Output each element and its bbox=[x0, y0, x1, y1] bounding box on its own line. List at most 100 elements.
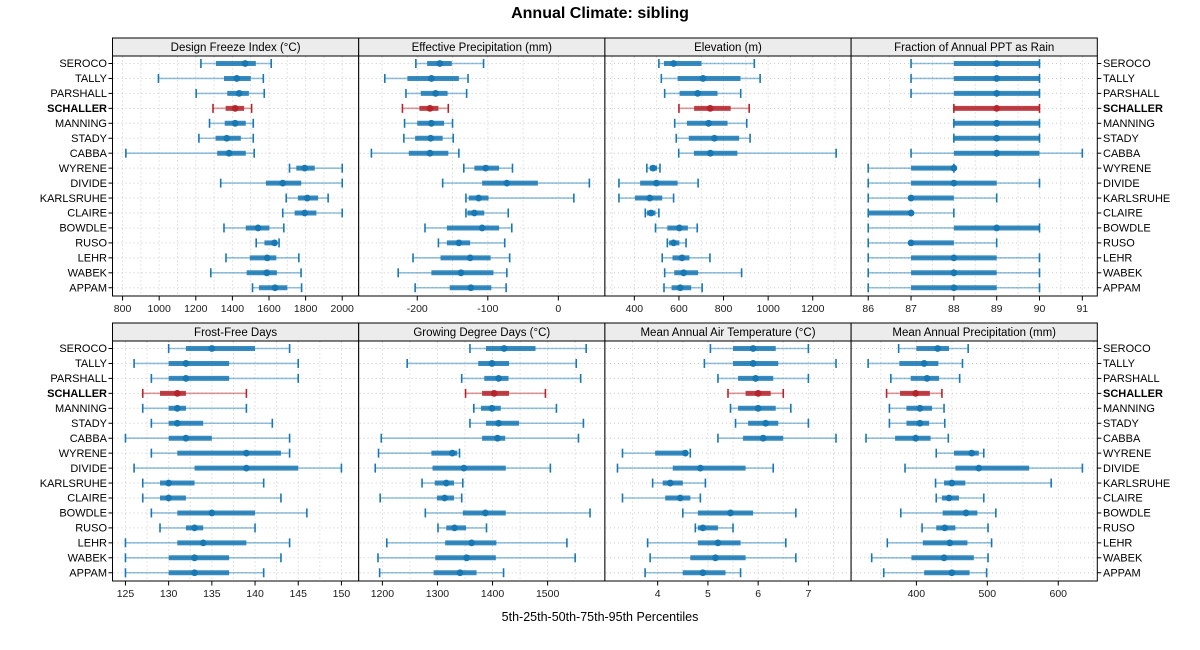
percentile-bar-schaller bbox=[678, 103, 750, 113]
percentile-bar-parshall bbox=[663, 88, 742, 98]
median-dot bbox=[457, 269, 465, 277]
median-dot bbox=[303, 194, 311, 202]
percentile-bar-appam bbox=[663, 283, 703, 293]
percentile-bar-tally bbox=[660, 73, 761, 83]
panel-title: Design Freeze Index (°C) bbox=[171, 42, 301, 54]
station-label-right-schaller: SCHALLER bbox=[1103, 103, 1163, 115]
percentile-bar-parshall bbox=[195, 88, 266, 98]
median-dot bbox=[946, 539, 954, 547]
percentile-bar-seroco bbox=[709, 344, 810, 353]
percentile-bar-manning bbox=[403, 118, 454, 128]
percentile-bar-karlsruhe bbox=[934, 478, 1052, 488]
median-dot bbox=[495, 419, 502, 427]
median-dot bbox=[448, 449, 456, 457]
station-label-left-manning: MANNING bbox=[55, 403, 107, 415]
percentile-bar-ruso bbox=[694, 523, 734, 533]
station-label-right-stady: STADY bbox=[1103, 418, 1140, 430]
median-dot bbox=[463, 554, 471, 562]
percentile-bar-manning bbox=[208, 118, 255, 128]
x-tick-label: 500 bbox=[979, 588, 997, 600]
station-label-right-cabba: CABBA bbox=[1103, 433, 1141, 445]
median-dot bbox=[950, 269, 958, 277]
median-dot bbox=[962, 509, 970, 517]
median-dot bbox=[968, 449, 976, 457]
x-tick-label: 135 bbox=[203, 588, 221, 600]
median-dot bbox=[912, 434, 920, 442]
station-label-left-stady: STADY bbox=[71, 418, 108, 430]
percentile-bar-wabek bbox=[124, 553, 282, 563]
percentile-bar-schaller bbox=[401, 103, 450, 113]
median-dot bbox=[749, 345, 757, 352]
percentile-bar-wyrene bbox=[935, 448, 985, 458]
median-dot bbox=[165, 494, 173, 502]
percentile-bar-ruso bbox=[255, 238, 280, 248]
percentile-bar-seroco bbox=[897, 344, 969, 353]
chart-title: Annual Climate: sibling bbox=[511, 5, 689, 22]
median-dot bbox=[427, 134, 435, 142]
median-dot bbox=[950, 284, 958, 292]
station-label-left-tally: TALLY bbox=[75, 73, 108, 85]
median-dot bbox=[699, 75, 707, 82]
percentile-bar-tally bbox=[133, 358, 300, 368]
panel-title: Frost-Free Days bbox=[194, 327, 277, 339]
median-dot bbox=[182, 434, 190, 442]
median-dot bbox=[494, 434, 501, 442]
percentile-bar-karlsruhe bbox=[867, 193, 998, 203]
station-label-left-bowdle: BOWDLE bbox=[59, 223, 107, 235]
station-label-right-seroco: SEROCO bbox=[1103, 343, 1151, 355]
percentile-bar-karlsruhe bbox=[285, 193, 329, 203]
median-dot bbox=[301, 209, 309, 217]
x-tick-label: 2000 bbox=[331, 303, 355, 315]
percentile-bar-divide bbox=[867, 178, 1041, 188]
median-dot bbox=[442, 479, 450, 487]
median-dot bbox=[749, 360, 757, 367]
median-dot bbox=[173, 419, 181, 427]
station-label-right-parshall: PARSHALL bbox=[1103, 88, 1160, 100]
median-dot bbox=[470, 209, 478, 217]
percentile-bar-bowdle bbox=[681, 508, 797, 518]
percentile-bar-cabba bbox=[677, 148, 837, 158]
median-dot bbox=[676, 494, 684, 502]
percentile-bar-divide bbox=[133, 463, 343, 473]
x-tick-label: 400 bbox=[626, 303, 644, 315]
station-label-left-tally: TALLY bbox=[75, 358, 108, 370]
median-dot bbox=[681, 449, 689, 457]
percentile-bar-stady bbox=[469, 418, 585, 428]
panel-fraction-of-annual-ppt-as-rain: Fraction of Annual PPT as Rain 86 87 88 89 90… bbox=[850, 37, 1102, 315]
station-label-left-stady: STADY bbox=[71, 133, 108, 145]
median-dot bbox=[427, 75, 435, 82]
median-dot bbox=[948, 569, 956, 577]
percentile-bar-parshall bbox=[910, 88, 1041, 98]
percentile-bar-appam bbox=[251, 283, 303, 293]
percentile-bar-seroco bbox=[469, 344, 587, 353]
percentile-bar-schaller bbox=[212, 103, 253, 113]
percentile-bar-lehr bbox=[225, 253, 300, 263]
percentile-bar-stady bbox=[198, 133, 255, 143]
percentile-bar-wabek bbox=[649, 553, 797, 563]
percentile-bar-appam bbox=[124, 568, 265, 578]
median-dot bbox=[950, 164, 958, 172]
station-label-left-appam: APPAM bbox=[69, 282, 107, 294]
percentile-bar-lehr bbox=[886, 538, 993, 548]
station-label-left-cabba: CABBA bbox=[70, 148, 108, 160]
median-dot bbox=[254, 224, 262, 232]
median-dot bbox=[279, 179, 287, 187]
percentile-bar-tally bbox=[867, 358, 964, 368]
median-dot bbox=[912, 389, 920, 397]
median-dot bbox=[242, 449, 250, 457]
percentile-bar-stady bbox=[734, 418, 810, 428]
percentile-bar-lehr bbox=[412, 253, 511, 263]
x-tick-label: 800 bbox=[114, 303, 132, 315]
median-dot bbox=[647, 209, 655, 217]
median-dot bbox=[427, 119, 435, 127]
median-dot bbox=[436, 60, 444, 67]
station-label-left-ruso: RUSO bbox=[75, 523, 107, 535]
percentile-bar-claire bbox=[935, 493, 985, 503]
percentile-bar-claire bbox=[621, 493, 702, 503]
x-tick-label: -200 bbox=[407, 303, 428, 315]
panel-plot-area bbox=[604, 55, 852, 297]
station-label-right-manning: MANNING bbox=[1103, 118, 1155, 130]
percentile-bar-appam bbox=[867, 283, 1041, 293]
